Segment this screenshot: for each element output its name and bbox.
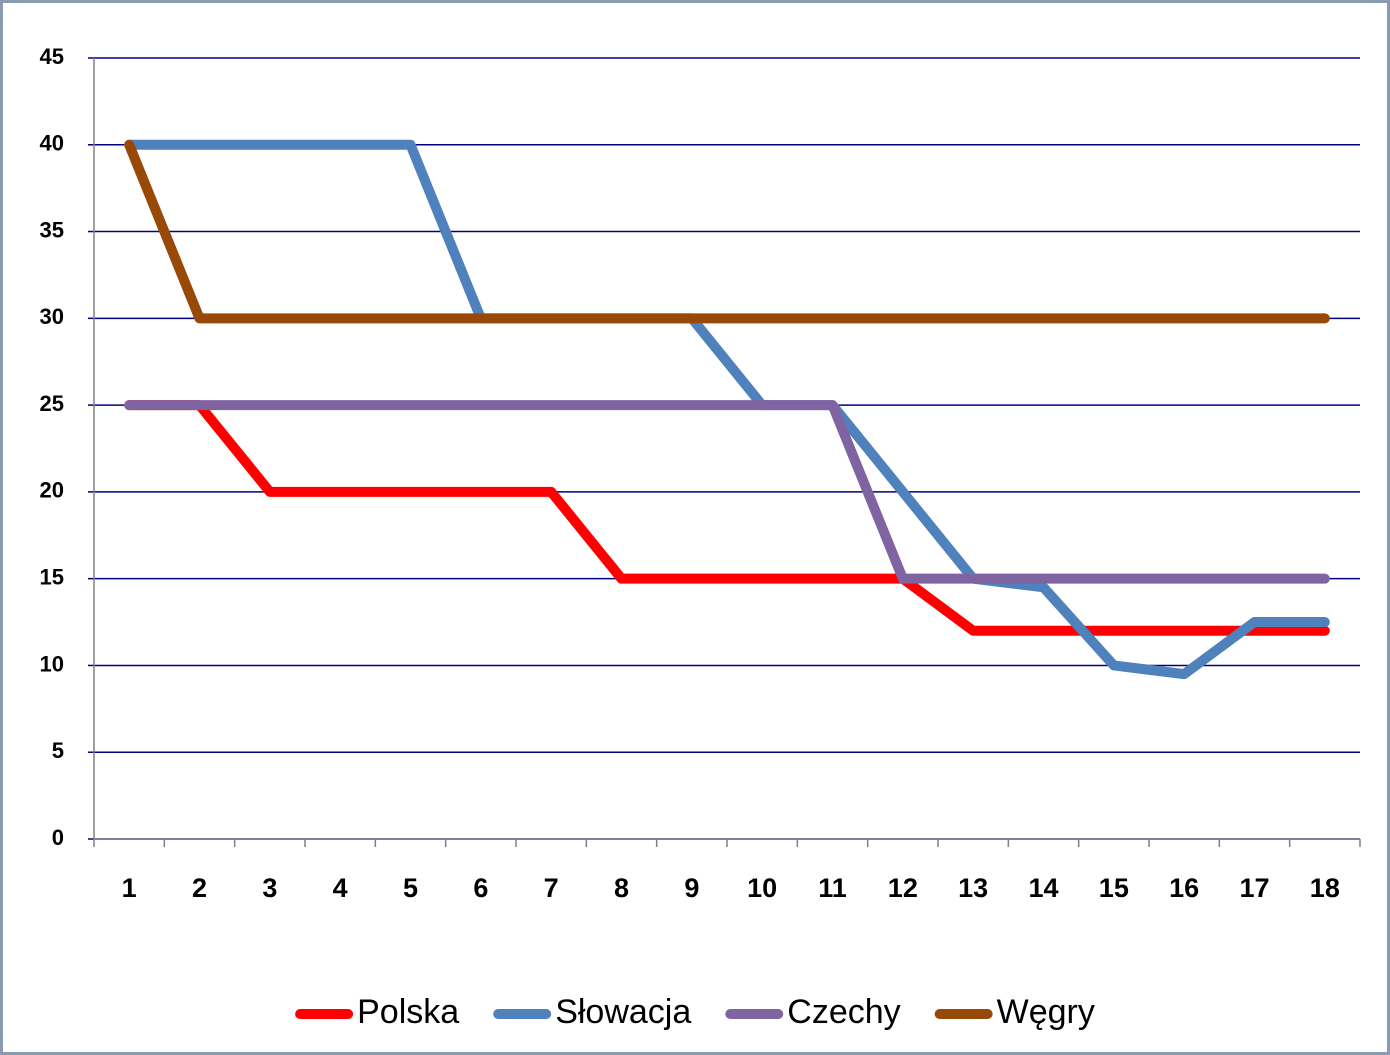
x-tick-label: 13: [958, 873, 988, 903]
legend-label: Polska: [357, 993, 459, 1031]
x-tick-label: 10: [747, 873, 777, 903]
x-tick-label: 2: [192, 873, 207, 903]
y-tick-label: 30: [40, 304, 64, 329]
x-tick-label: 9: [684, 873, 699, 903]
x-tick-label: 17: [1239, 873, 1269, 903]
x-tick-label: 4: [333, 873, 348, 903]
y-tick-label: 15: [40, 564, 64, 589]
x-tick-label: 5: [403, 873, 418, 903]
y-tick-label: 45: [40, 44, 64, 69]
x-tick-label: 8: [614, 873, 629, 903]
series-line: [124, 400, 1330, 584]
x-tick-label: 11: [818, 873, 847, 903]
x-tick-label: 7: [544, 873, 559, 903]
y-tick-label: 0: [52, 825, 64, 850]
y-tick-label: 5: [52, 738, 64, 763]
x-tick-label: 3: [262, 873, 277, 903]
legend-label: Czechy: [787, 993, 900, 1031]
series-line: [124, 139, 1330, 680]
x-tick-label: 12: [888, 873, 918, 903]
x-tick-label: 6: [473, 873, 488, 903]
y-tick-label: 25: [40, 391, 64, 416]
x-tick-label: 16: [1169, 873, 1199, 903]
series-line: [124, 139, 1330, 324]
x-tick-label: 18: [1310, 873, 1340, 903]
x-tick-label: 15: [1099, 873, 1129, 903]
series-line: [124, 400, 1330, 636]
x-tick-label: 14: [1028, 873, 1058, 903]
legend-label: Słowacja: [555, 993, 691, 1031]
y-tick-label: 20: [40, 478, 64, 503]
x-tick-label: 1: [122, 873, 137, 903]
y-tick-label: 10: [40, 651, 64, 676]
y-tick-label: 40: [40, 131, 64, 156]
y-tick-label: 35: [40, 217, 64, 242]
legend-label: Węgry: [997, 993, 1095, 1031]
